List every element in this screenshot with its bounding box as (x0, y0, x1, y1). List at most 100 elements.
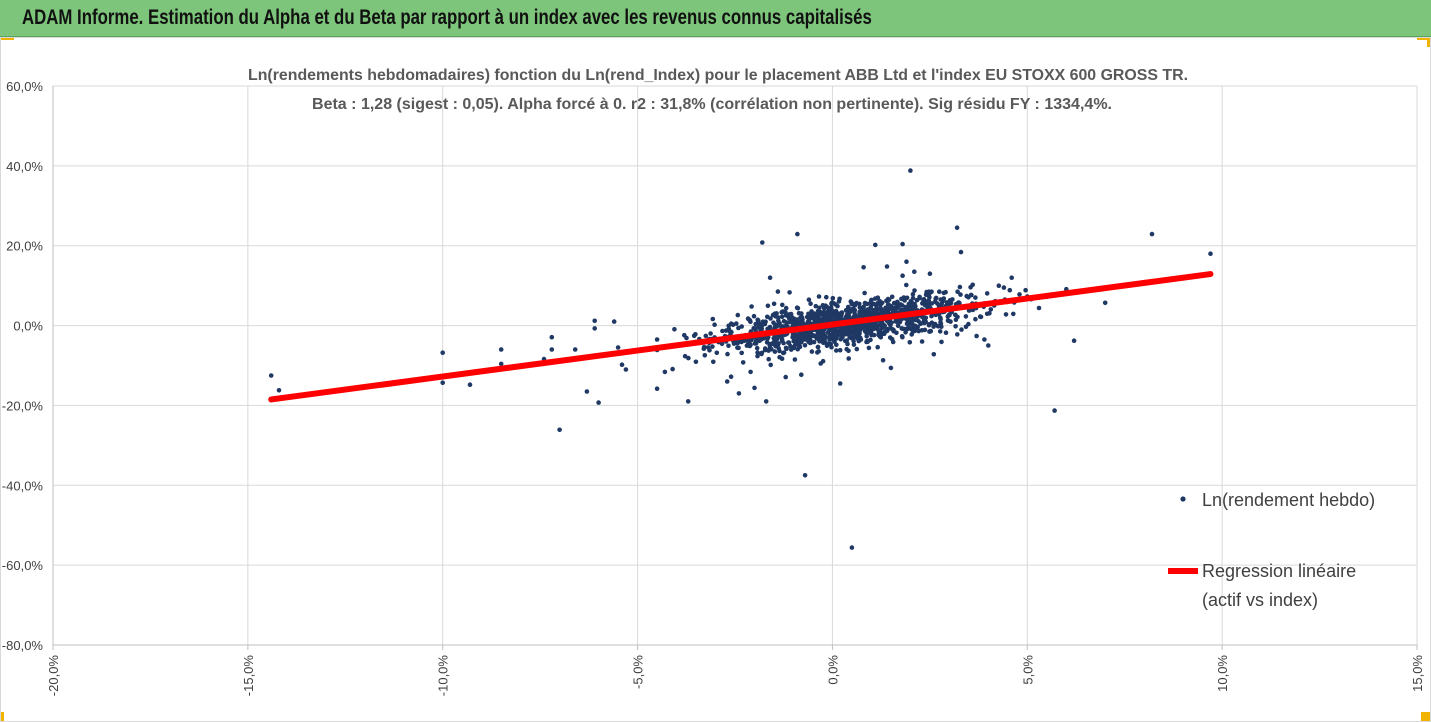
scatter-point (795, 335, 800, 341)
axes: 60,0% 40,0% 20,0% 0,0% -20,0% -40,0% -60,0% -80… (2, 79, 1425, 696)
scatter-point (736, 391, 742, 396)
scatter-point (862, 300, 868, 306)
scatter-point (276, 388, 282, 393)
regression-layer (268, 271, 1214, 403)
scatter-point (795, 346, 800, 352)
scatter-point (799, 372, 804, 378)
scatter-point (945, 318, 951, 323)
scatter-point (807, 340, 813, 346)
scatter-point (954, 225, 960, 230)
scatter-point (830, 295, 836, 301)
scatter-point (837, 347, 843, 353)
scatter-point (584, 389, 590, 394)
scatter-point (861, 265, 866, 270)
scatter-point (623, 367, 629, 372)
scatter-point (862, 308, 868, 313)
scatter-point (771, 320, 776, 326)
chart-title-line-1: Ln(rendements hebdomadaires) fonction du… (248, 67, 1188, 84)
scatter-point (876, 332, 882, 338)
scatter-point (844, 338, 850, 343)
scatter-point (886, 297, 892, 303)
scatter-point (837, 381, 843, 386)
scatter-point (787, 319, 793, 325)
scatter-point (440, 350, 446, 356)
scatter-point (945, 314, 951, 319)
scatter-point (684, 335, 689, 341)
scatter-point (964, 293, 969, 299)
scatter-point (910, 295, 916, 301)
scatter-point (748, 369, 753, 375)
scatter-point (723, 328, 729, 333)
x-tick-label: 10,0% (1215, 655, 1230, 692)
scatter-point (984, 291, 990, 296)
scatter-point (788, 311, 794, 317)
scatter-point (820, 303, 826, 308)
scatter-point (725, 351, 730, 357)
scatter-point (824, 294, 829, 300)
scatter-point (799, 311, 804, 316)
scatter-point (592, 318, 597, 324)
scatter-point (467, 382, 473, 388)
scatter-point (918, 321, 924, 326)
scatter-point (773, 336, 779, 341)
scatter-point (685, 399, 691, 404)
scatter-point (919, 328, 925, 333)
scatter-point (752, 341, 758, 346)
scatter-point (868, 300, 874, 306)
scatter-point (956, 300, 962, 306)
scatter-point (549, 347, 555, 352)
scatter-point (786, 316, 792, 321)
scatter-point (873, 242, 878, 248)
scatter-point (765, 314, 770, 320)
scatter-point (929, 313, 934, 319)
scatter-point (845, 304, 851, 310)
scatter-point (929, 301, 935, 306)
scatter-point (843, 325, 849, 331)
x-tick-label: -5,0% (631, 655, 646, 689)
y-tick-label: -40,0% (2, 478, 44, 493)
scatter-point (711, 359, 716, 365)
scatter-point (917, 295, 922, 301)
scatter-point (815, 344, 821, 350)
scatter-point (996, 283, 1002, 289)
scatter-point (779, 337, 785, 342)
report-banner: ADAM Informe. Estimation du Alpha et du … (0, 0, 1431, 37)
scatter-point (912, 269, 917, 275)
scatter-point (755, 350, 760, 355)
scatter-point (781, 340, 786, 346)
y-tick-label: 20,0% (6, 239, 43, 254)
scatter-point (955, 314, 960, 320)
scatter-point (920, 314, 925, 320)
scatter-point (1208, 251, 1213, 256)
x-tick-label: 5,0% (1020, 655, 1035, 685)
scatter-point (818, 361, 823, 366)
corner-accent-top-right (1417, 37, 1431, 40)
scatter-point (806, 297, 812, 303)
scatter-point (856, 338, 862, 344)
scatter-point (851, 338, 856, 344)
scatter-point (908, 168, 913, 173)
scatter-point (783, 305, 789, 311)
scatter-point (670, 366, 675, 372)
scatter-point (739, 350, 744, 356)
scatter-point (912, 288, 917, 293)
scatter-point (895, 323, 901, 329)
scatter-point (910, 292, 916, 297)
scatter-point (654, 337, 660, 342)
scatter-point (834, 328, 839, 333)
scatter-point (982, 337, 987, 342)
scatter-point (900, 326, 905, 332)
scatter-point (884, 264, 890, 269)
scatter-point (654, 386, 660, 392)
scatter-point (726, 343, 731, 349)
y-tick-label: 40,0% (6, 159, 43, 174)
scatter-point (755, 353, 760, 359)
scatter-point (596, 400, 601, 405)
scatter-point (923, 319, 928, 325)
scatter-point (854, 331, 859, 336)
scatter-point (720, 328, 725, 334)
scatter-point (662, 369, 668, 375)
scatter-point (913, 316, 919, 322)
scatter-point (912, 326, 917, 332)
scatter-point (903, 305, 908, 310)
